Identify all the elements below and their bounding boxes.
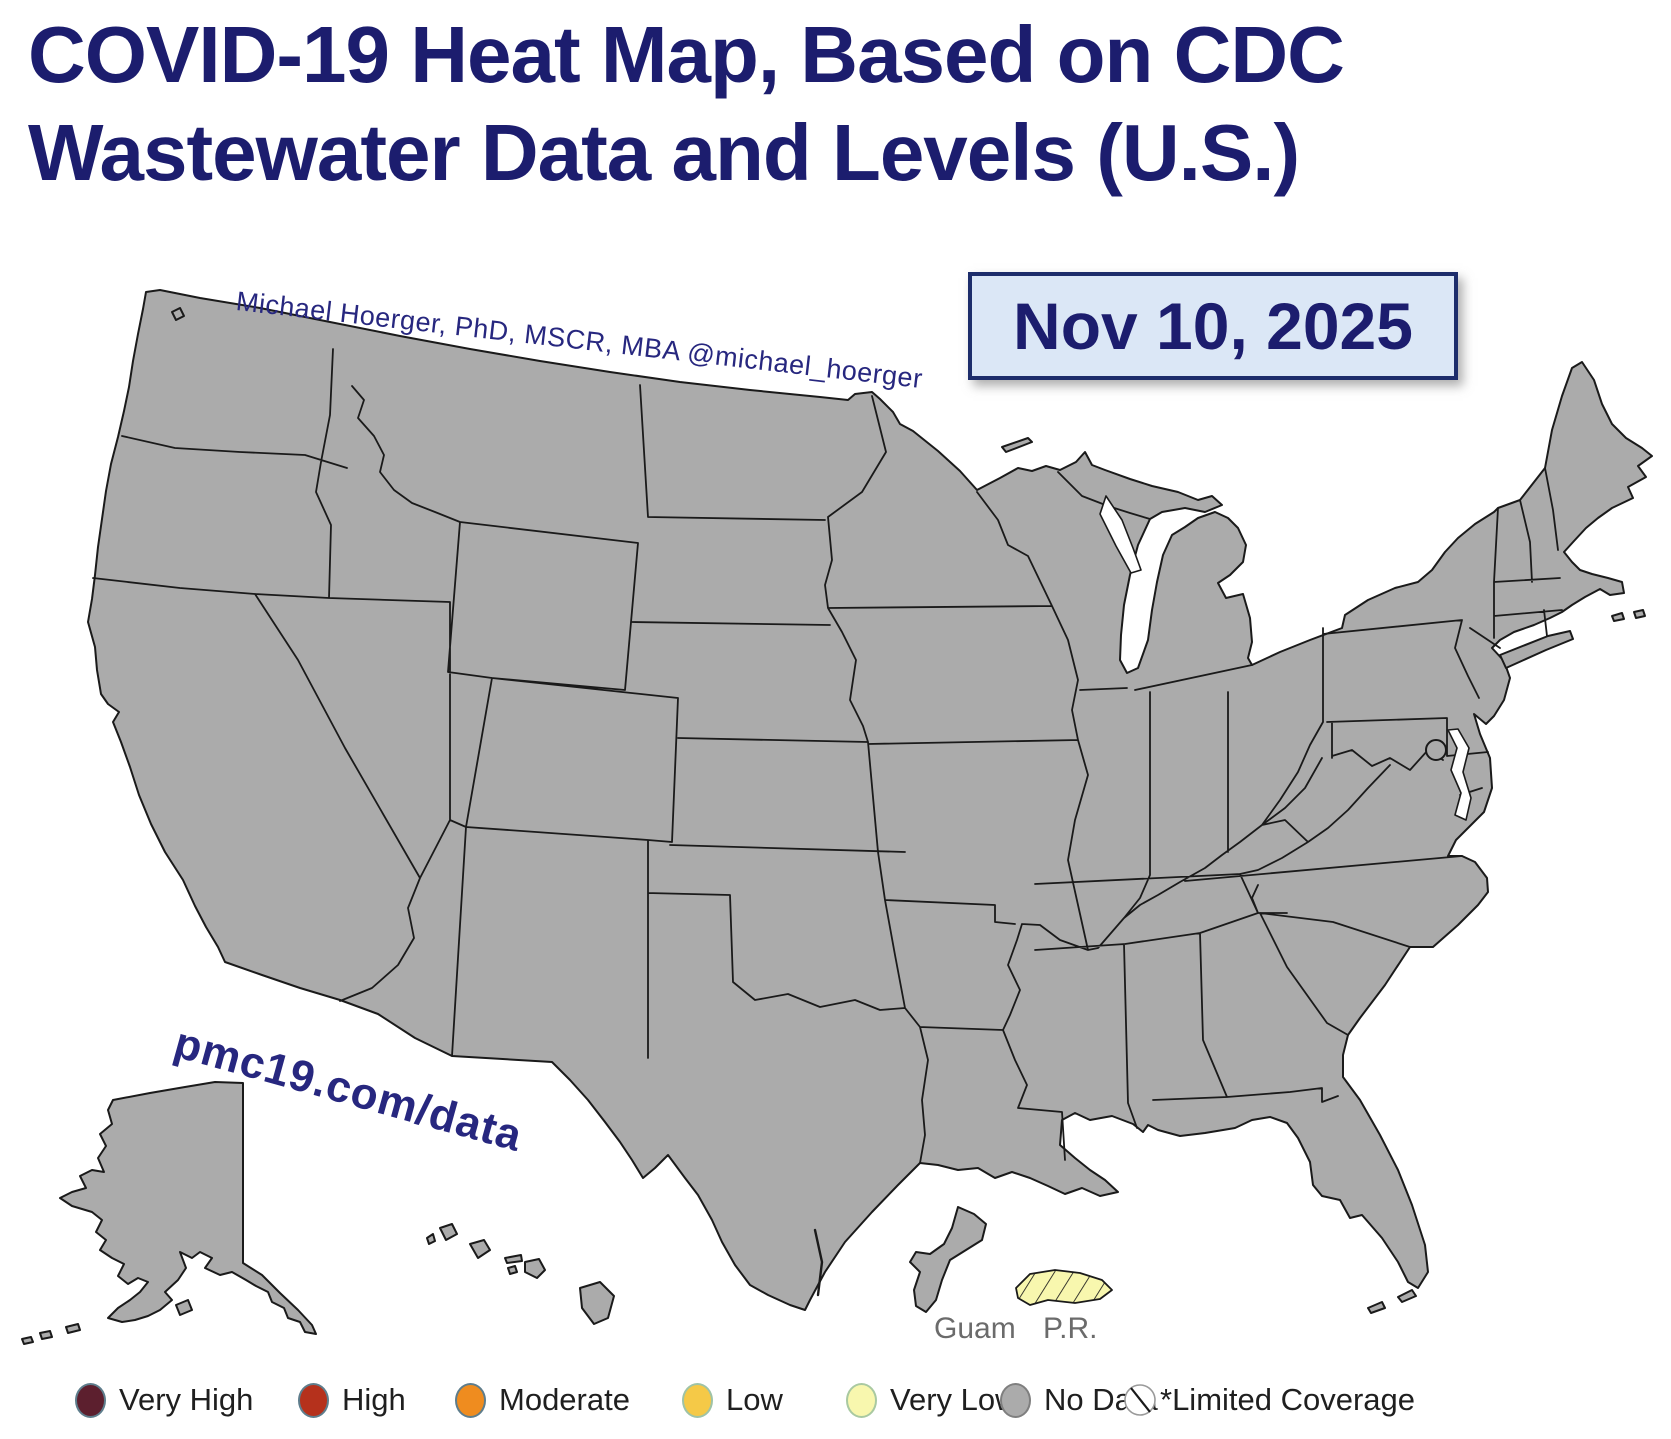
aleutian-islands: [21, 1299, 193, 1345]
isle-royale: [1001, 437, 1033, 453]
long-island: [1499, 630, 1574, 669]
puerto-rico: [1015, 1269, 1113, 1306]
legend: Very High High Moderate Low Very Low No Data …: [0, 1378, 1671, 1434]
legend-item-very-high: Very High: [75, 1378, 253, 1422]
guam: [909, 1206, 987, 1313]
legend-item-high: High: [298, 1378, 406, 1422]
limited-coverage-icon: [1124, 1384, 1156, 1416]
florida-keys: [1367, 1289, 1417, 1314]
dc-marker: [1425, 739, 1447, 761]
hawaii: [426, 1223, 615, 1325]
alaska: [59, 1081, 317, 1335]
legend-label-moderate: Moderate: [499, 1382, 630, 1417]
legend-swatch-moderate: [455, 1382, 486, 1418]
legend-swatch-very-high: [75, 1382, 106, 1418]
nantucket: [1633, 609, 1646, 619]
legend-swatch-high: [298, 1382, 329, 1418]
date-badge: Nov 10, 2025: [968, 272, 1458, 380]
legend-label-high: High: [342, 1382, 406, 1417]
legend-label-very-low: Very Low: [890, 1382, 1018, 1417]
padre-island-sliver: [813, 1228, 824, 1297]
legend-item-limited-coverage: *Limited Coverage: [1122, 1378, 1415, 1422]
state-borders: [92, 348, 1563, 1164]
legend-swatch-very-low: [846, 1382, 877, 1418]
us-mainland: [87, 289, 1653, 1311]
puerto-rico-label: P.R.: [1043, 1312, 1098, 1345]
page-title: COVID-19 Heat Map, Based on CDC Wastewat…: [28, 6, 1345, 201]
legend-label-low: Low: [726, 1382, 783, 1417]
guam-label: Guam: [934, 1312, 1016, 1345]
legend-item-low: Low: [682, 1378, 783, 1422]
date-text: Nov 10, 2025: [1013, 289, 1413, 363]
legend-swatch-low: [682, 1382, 713, 1418]
legend-label-very-high: Very High: [119, 1382, 254, 1417]
legend-swatch-no-data: [1000, 1382, 1031, 1418]
chesapeake-bay-water: [1447, 728, 1472, 821]
green-bay-water: [1099, 495, 1142, 574]
title-line-2: Wastewater Data and Levels (U.S.): [28, 107, 1300, 197]
legend-item-very-low: Very Low: [846, 1378, 1018, 1422]
marthas-vineyard: [1611, 612, 1625, 622]
puget-sound-islands: [171, 307, 185, 321]
legend-limited-label: *Limited Coverage: [1160, 1382, 1416, 1417]
puerto-rico-hatch: [1016, 1270, 1112, 1305]
title-line-1: COVID-19 Heat Map, Based on CDC: [28, 10, 1345, 99]
legend-item-moderate: Moderate: [455, 1378, 630, 1422]
